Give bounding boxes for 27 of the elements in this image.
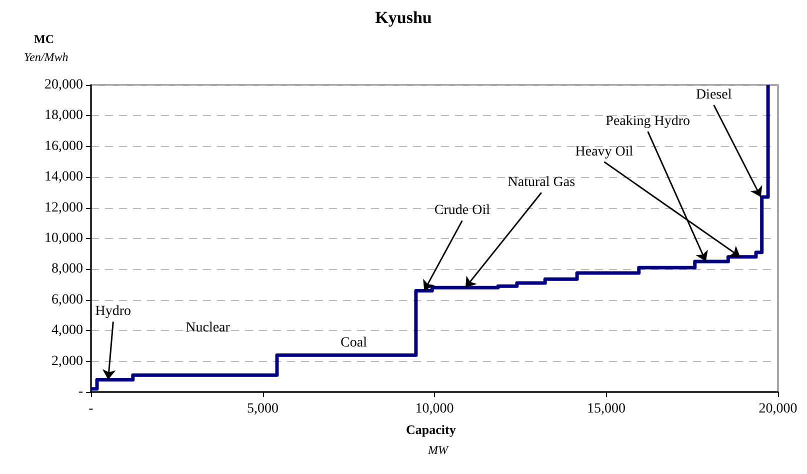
y-tick-label: 20,000 <box>44 78 83 92</box>
annotation: Diesel <box>696 88 732 103</box>
annotation: Peaking Hydro <box>606 114 690 130</box>
annotation: Coal <box>340 336 368 351</box>
x-tick-label: 20,000 <box>758 402 798 416</box>
y-tick-label: 2,000 <box>52 354 83 369</box>
y-tick-label: - <box>78 384 84 400</box>
annotation: Nuclear <box>186 320 230 336</box>
y-tick-label: 16,000 <box>44 138 83 154</box>
x-axis-title: Capacity MW <box>406 422 456 457</box>
y-tick-label: 8,000 <box>52 262 83 277</box>
y-tick-label: 4,000 <box>52 323 83 338</box>
annotation: Hydro <box>95 304 132 320</box>
x-tick-label: 10,000 <box>415 402 454 416</box>
y-axis-title: MC Yen/Mwh <box>24 32 68 64</box>
x-tick-label: - <box>88 402 94 416</box>
y-tick-label: 18,000 <box>44 108 83 124</box>
y-tick-label: 10,000 <box>44 231 83 246</box>
chart-title: Kyushu <box>375 8 432 27</box>
y-tick-label: 12,000 <box>44 200 83 216</box>
y-tick-label: 14,000 <box>44 170 83 185</box>
x-tick-label: 5,000 <box>247 402 278 416</box>
annotation: Heavy Oil <box>575 144 634 160</box>
y-tick-label: 6,000 <box>52 292 83 308</box>
annotation: Crude Oil <box>434 203 490 218</box>
x-tick-label: 15,000 <box>587 402 626 416</box>
annotation: Natural Gas <box>508 175 576 190</box>
